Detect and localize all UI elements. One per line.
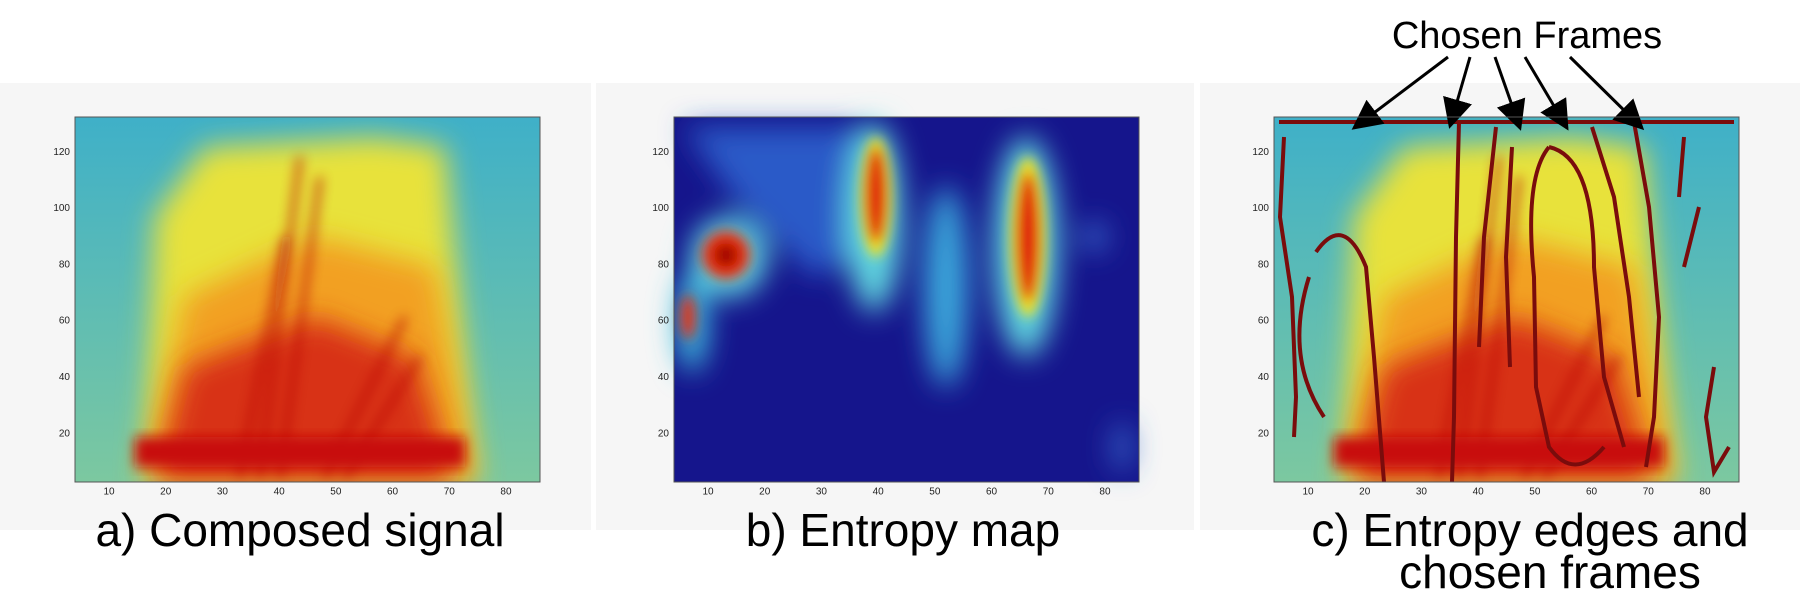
y-tick-label: 80 (1258, 259, 1270, 270)
y-tick-label: 40 (658, 372, 670, 383)
plot-frame (74, 116, 541, 483)
y-tick-label: 80 (658, 259, 670, 270)
x-tick-label: 40 (274, 487, 286, 498)
x-tick-label: 30 (816, 487, 828, 498)
x-tick-label: 40 (1473, 487, 1485, 498)
caption: b) Entropy map (746, 504, 1060, 556)
x-tick-label: 10 (702, 487, 714, 498)
x-tick-label: 50 (929, 487, 941, 498)
x-tick-label: 50 (330, 487, 342, 498)
x-tick-label: 70 (1043, 487, 1055, 498)
x-tick-label: 30 (1416, 487, 1428, 498)
y-tick-label: 60 (658, 316, 670, 327)
y-tick-label: 60 (59, 316, 71, 327)
caption: c) Entropy edges and (1311, 504, 1748, 556)
x-tick-label: 70 (444, 487, 456, 498)
y-tick-label: 100 (1252, 203, 1269, 214)
y-tick-label: 20 (658, 428, 670, 439)
y-tick-label: 40 (1258, 372, 1270, 383)
y-tick-label: 60 (1258, 316, 1270, 327)
y-tick-label: 20 (59, 428, 71, 439)
y-tick-label: 120 (652, 147, 669, 158)
annotation: Chosen Frames (1392, 15, 1662, 57)
x-tick-label: 60 (1586, 487, 1598, 498)
x-tick-label: 20 (160, 487, 172, 498)
y-tick-label: 40 (59, 372, 71, 383)
x-tick-label: 70 (1643, 487, 1655, 498)
plot-frame (673, 116, 1140, 483)
x-tick-label: 80 (1099, 487, 1111, 498)
entropy-edges (1274, 117, 1739, 482)
x-tick-label: 50 (1529, 487, 1541, 498)
y-tick-label: 120 (53, 147, 70, 158)
y-tick-label: 80 (59, 259, 71, 270)
caption: a) Composed signal (95, 504, 504, 556)
y-tick-label: 100 (652, 203, 669, 214)
x-tick-label: 80 (1699, 487, 1711, 498)
x-tick-label: 60 (387, 487, 399, 498)
arrows (1351, 55, 1645, 131)
y-tick-label: 20 (1258, 428, 1270, 439)
entropy-map (674, 117, 1139, 482)
caption: chosen frames (1399, 546, 1701, 598)
x-tick-label: 10 (103, 487, 115, 498)
x-tick-label: 20 (1359, 487, 1371, 498)
x-tick-label: 10 (1302, 487, 1314, 498)
plot-frame (1273, 116, 1740, 483)
y-tick-label: 100 (53, 203, 70, 214)
x-tick-label: 80 (500, 487, 512, 498)
x-tick-label: 40 (873, 487, 885, 498)
x-tick-label: 30 (217, 487, 229, 498)
y-tick-label: 120 (1252, 147, 1269, 158)
spectrogram (75, 117, 540, 482)
x-tick-label: 20 (759, 487, 771, 498)
x-tick-label: 60 (986, 487, 998, 498)
